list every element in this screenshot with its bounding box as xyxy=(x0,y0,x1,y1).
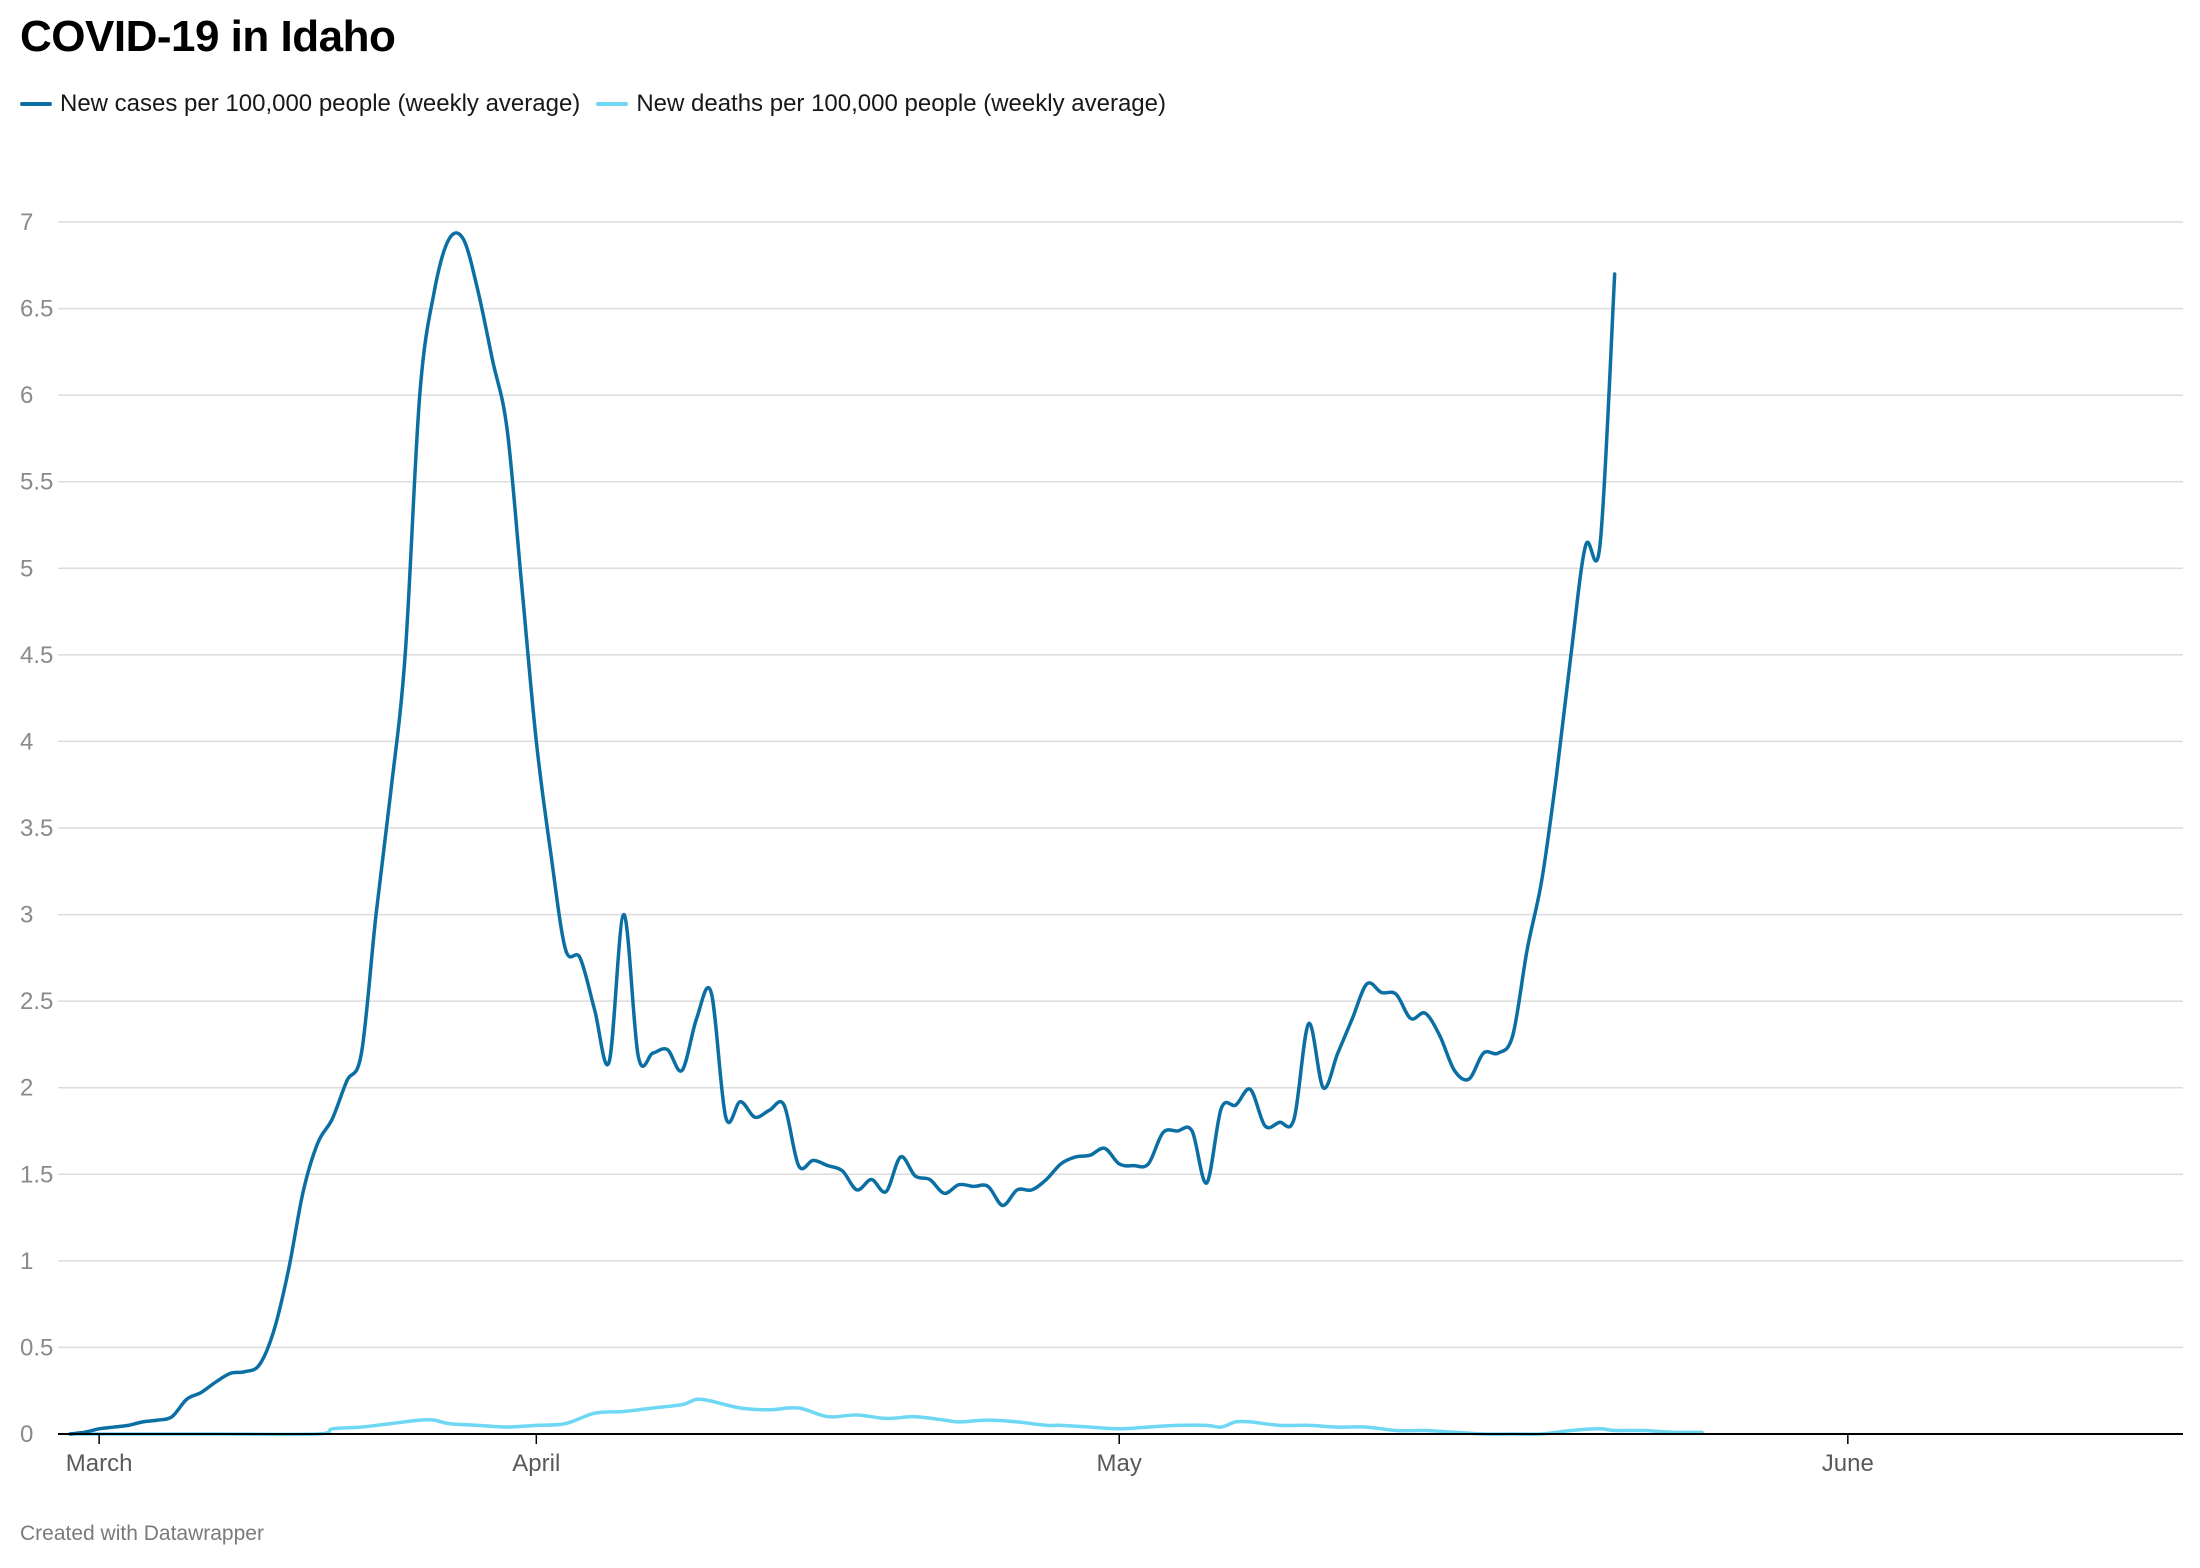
y-tick-label: 1.5 xyxy=(20,1161,53,1188)
chart-title: COVID-19 in Idaho xyxy=(20,12,396,61)
attribution-footer: Created with Datawrapper xyxy=(20,1522,264,1545)
legend-swatch-deaths xyxy=(596,102,629,106)
y-tick-label: 6 xyxy=(20,382,33,409)
line-chart: 0 0.5 1 1.5 2 2.5 3 3.5 4 4.5 5 5.5 6 6.5 7 March April… xyxy=(20,209,2183,1477)
y-tick-label: 3.5 xyxy=(20,815,53,842)
y-tick-label: 5 xyxy=(20,555,33,582)
x-tick-label: May xyxy=(1097,1450,1142,1477)
y-axis-ticks: 0 0.5 1 1.5 2 2.5 3 3.5 4 4.5 5 5.5 6 6.5 7 xyxy=(20,209,53,1448)
y-tick-label: 4 xyxy=(20,728,33,755)
x-tick-label: April xyxy=(512,1450,560,1477)
legend-item-cases: New cases per 100,000 people (weekly ave… xyxy=(20,90,580,118)
series-lines xyxy=(68,231,1704,1437)
chart-legend: New cases per 100,000 people (weekly ave… xyxy=(20,90,1182,118)
legend-swatch-cases xyxy=(20,102,52,106)
y-tick-label: 1 xyxy=(20,1248,33,1275)
y-tick-label: 7 xyxy=(20,209,33,236)
y-tick-label: 6.5 xyxy=(20,296,53,323)
x-axis: March April May June xyxy=(58,1433,2183,1477)
x-tick-label: June xyxy=(1822,1450,1874,1477)
legend-label-deaths: New deaths per 100,000 people (weekly av… xyxy=(636,90,1166,117)
y-tick-label: 5.5 xyxy=(20,469,53,496)
series-line-deaths xyxy=(68,1397,1704,1437)
y-tick-label: 2 xyxy=(20,1075,33,1102)
x-tick-label: March xyxy=(66,1450,133,1477)
y-tick-label: 3 xyxy=(20,902,33,929)
legend-item-deaths: New deaths per 100,000 people (weekly av… xyxy=(596,90,1166,118)
y-tick-label: 0 xyxy=(20,1421,33,1448)
y-tick-label: 4.5 xyxy=(20,642,53,669)
grid-lines xyxy=(58,221,2183,1349)
series-line-cases xyxy=(68,231,1617,1436)
legend-label-cases: New cases per 100,000 people (weekly ave… xyxy=(60,90,581,117)
y-tick-label: 0.5 xyxy=(20,1334,53,1361)
y-tick-label: 2.5 xyxy=(20,988,53,1015)
